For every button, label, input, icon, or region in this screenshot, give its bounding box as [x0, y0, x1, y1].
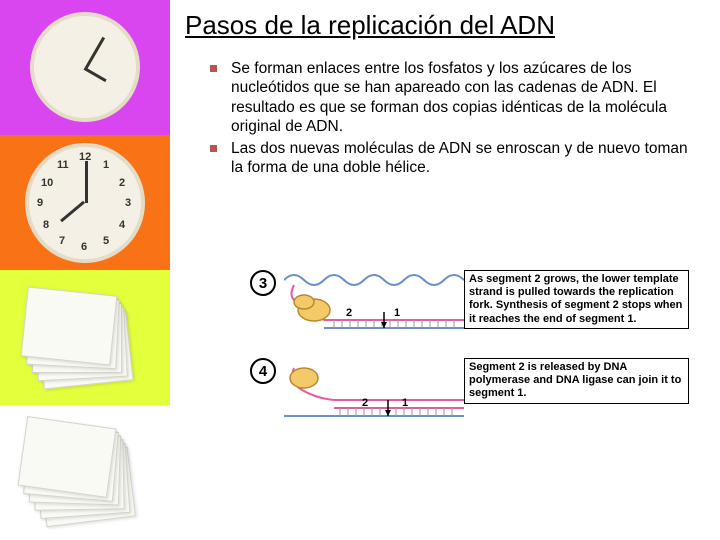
- slide-title: Pasos de la replicación del ADN: [185, 10, 710, 41]
- bullet-list: Se forman enlaces entre los fosfatos y l…: [210, 59, 700, 177]
- step-number: 4: [250, 358, 276, 384]
- clock-icon: [30, 12, 140, 122]
- paper-stack-icon: [20, 420, 150, 525]
- step-number: 3: [250, 270, 276, 296]
- sidebar-tile-clock-1: [0, 0, 170, 135]
- svg-text:1: 1: [402, 397, 408, 409]
- bullet-text: Las dos nuevas moléculas de ADN se enros…: [231, 139, 700, 178]
- slide-content: Pasos de la replicación del ADN Se forma…: [185, 10, 710, 179]
- bullet-marker-icon: [210, 65, 217, 72]
- bullet-marker-icon: [210, 145, 217, 152]
- diagram-caption: As segment 2 grows, the lower template s…: [464, 270, 689, 329]
- sidebar-tile-papers-2: [0, 405, 170, 540]
- svg-text:2: 2: [346, 307, 352, 319]
- dna-strand-icon: 2 1: [284, 270, 464, 340]
- dna-diagram: 3 2 1 As segment 2 grows, the lower temp…: [250, 270, 700, 446]
- clock-icon: 12 1 2 3 4 5 6 7 8 9 10 11: [25, 143, 145, 263]
- svg-text:1: 1: [394, 307, 400, 319]
- dna-strand-icon: 2 1: [284, 358, 464, 428]
- sidebar-tile-clock-2: 12 1 2 3 4 5 6 7 8 9 10 11: [0, 135, 170, 270]
- bullet-item: Se forman enlaces entre los fosfatos y l…: [210, 59, 700, 137]
- paper-stack-icon: [20, 285, 150, 390]
- svg-text:2: 2: [362, 397, 368, 409]
- diagram-caption: Segment 2 is released by DNA polymerase …: [464, 358, 689, 404]
- diagram-step-3: 3 2 1 As segment 2 grows, the lower temp…: [250, 270, 700, 340]
- sidebar-tile-papers-1: [0, 270, 170, 405]
- diagram-step-4: 4 2 1 Segment 2 is released by DNA polym…: [250, 358, 700, 428]
- sidebar: 12 1 2 3 4 5 6 7 8 9 10 11: [0, 0, 170, 540]
- bullet-text: Se forman enlaces entre los fosfatos y l…: [231, 59, 700, 137]
- bullet-item: Las dos nuevas moléculas de ADN se enros…: [210, 139, 700, 178]
